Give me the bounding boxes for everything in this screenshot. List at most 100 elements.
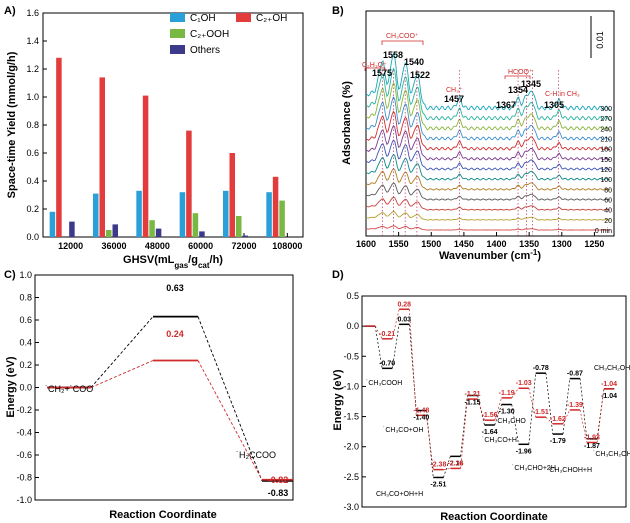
species-annotation: CH₃⁺: [446, 87, 463, 94]
peak-label: 1558: [383, 50, 403, 60]
legend-swatch: [170, 29, 185, 38]
x-tick-label-b: 1400: [487, 239, 507, 249]
legend-swatch: [170, 45, 185, 54]
x-tick-label-a: 72000: [231, 241, 256, 251]
spectrum-line: [365, 110, 611, 151]
bracket-hcoo: [504, 75, 531, 79]
value-label-c: -0.82: [268, 475, 289, 485]
x-tick-label-a: 60000: [188, 241, 213, 251]
bar-0: [49, 211, 56, 237]
value-label-d: -1.04: [601, 381, 617, 388]
y-tick-label-d: 0.0: [346, 321, 359, 331]
spectrum-line: [365, 67, 611, 121]
state-label-c: ˙CH₂+˙COO: [45, 384, 93, 394]
panel-label-d: D): [332, 269, 344, 281]
species-label-d: CH₃CO+OH+H: [376, 491, 423, 498]
y-axis-title-d: Energy (eV): [332, 369, 344, 430]
peak-label: 1522: [410, 70, 430, 80]
bar-1: [272, 176, 279, 237]
bracket-c2h3o: [364, 67, 386, 71]
x-axis-title-c: Reaction Coordinate: [109, 509, 217, 521]
value-label-d: -2.36: [447, 460, 463, 467]
value-label-d: -1.39: [567, 402, 583, 409]
y-axis-title-c: Energy (eV): [5, 356, 17, 417]
x-axis-title-a: GHSV(mLgas/gcat/h): [123, 254, 223, 270]
bar-1: [99, 77, 105, 238]
value-label-d: -1.62: [550, 416, 566, 423]
y-tick-label-d: -2.5: [343, 472, 359, 482]
bar-0: [136, 190, 142, 237]
energy-connector: [562, 409, 571, 424]
spectrum-line: [365, 81, 611, 131]
value-label-d: 0.28: [397, 301, 411, 308]
energy-connector: [545, 416, 553, 425]
y-tick-label-c: 0.4: [19, 338, 32, 348]
bar-1: [186, 130, 192, 237]
value-label-d: -1.64: [482, 429, 498, 436]
panel-label-c: C): [4, 269, 16, 281]
y-tick-label-a: 0.0: [26, 232, 39, 242]
value-label-c: 0.63: [166, 283, 184, 293]
legend-label: Others: [190, 45, 220, 56]
panel-d-energy-diagram: D)0.5 0.0 -0.5 -1.0 -1.5 -2.0 -2.5 -3.0 -0.70 0.0…: [332, 269, 630, 523]
bar-3: [199, 231, 205, 237]
bracket-ch3coo: [381, 40, 424, 45]
value-label-d: -2.38: [430, 462, 446, 469]
peak-label: 1575: [372, 68, 392, 78]
bar-0: [93, 193, 99, 237]
time-label: 300: [600, 106, 612, 113]
energy-connector: [443, 468, 451, 470]
x-tick-label-b: 1350: [519, 239, 539, 249]
value-label-d: -1.56: [482, 412, 498, 419]
time-label: 150: [600, 157, 612, 164]
y-tick-label-c: -0.2: [16, 405, 32, 415]
species-label-d: ˙CH₃CHO+2H: [512, 464, 556, 472]
value-label-d: -1.04: [601, 393, 617, 400]
y-tick-label-a: 1.4: [26, 36, 39, 46]
y-tick-label-d: -3.0: [343, 502, 359, 512]
spectrum-line: [365, 139, 611, 171]
spectrum-line: [365, 153, 611, 181]
time-label: 100: [600, 177, 612, 184]
value-label-d: -1.30: [499, 409, 515, 416]
y-tick-label-c: -0.4: [16, 428, 32, 438]
energy-connector: [528, 388, 537, 418]
value-label-d: -1.93: [584, 434, 600, 441]
energy-connector: [562, 378, 571, 435]
bar-2: [192, 213, 199, 237]
energy-connector: [90, 316, 154, 388]
value-label-d: -1.40: [413, 415, 429, 422]
x-axis-title-d: Reaction Coordinate: [440, 511, 548, 523]
value-label-d: -0.70: [379, 360, 395, 367]
energy-connector: [511, 404, 519, 445]
species-label-d: ˙CH₃CH₂OH: [593, 450, 630, 458]
y-tick-label-a: 0.6: [26, 148, 39, 158]
energy-connector: [374, 326, 383, 369]
energy-connector: [391, 309, 400, 339]
bar-3: [69, 221, 75, 237]
x-tick-label-b: 1550: [389, 239, 409, 249]
energy-connector: [409, 324, 417, 411]
time-label: 40: [604, 208, 612, 215]
x-axis-title-b: Wavenumber (cm-1): [439, 248, 541, 263]
time-label: 240: [600, 126, 612, 133]
species-label-d: ˙CH₃CO+H: [482, 436, 517, 444]
value-label-d: -1.48: [413, 407, 429, 414]
x-tick-label-a: 108000: [272, 241, 302, 251]
x-tick-label-a: 48000: [145, 241, 170, 251]
peak-label: 1367: [496, 100, 516, 110]
bar-1: [56, 57, 62, 237]
energy-connector: [409, 309, 417, 416]
y-tick-label-d: 0.5: [346, 291, 359, 301]
y-tick-label-c: -1.0: [16, 495, 32, 505]
value-label-d: -1.19: [499, 390, 515, 397]
panel-label-b: B): [332, 5, 344, 17]
x-tick-label-b: 1600: [356, 239, 376, 249]
bar-3: [112, 224, 118, 237]
value-label-d: -0.78: [533, 365, 549, 372]
y-tick-label-d: -2.0: [343, 442, 359, 452]
energy-connector: [197, 360, 263, 480]
panel-c-energy-diagram: C) -1.0 -0.8 -0.6 -0.4 -0.2 0.0 0.2 0.4 0.6 0.8 1.0…: [4, 269, 294, 521]
value-label-d: -1.96: [516, 448, 532, 455]
y-axis-title-a: Space-time Yield (mmol/g/h): [6, 51, 18, 198]
